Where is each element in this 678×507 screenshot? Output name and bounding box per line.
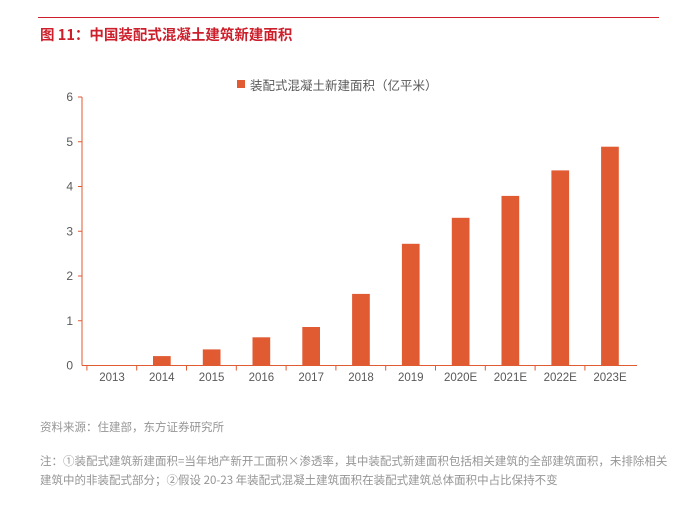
- svg-text:1: 1: [66, 314, 73, 328]
- svg-text:4: 4: [66, 180, 73, 194]
- svg-text:2020E: 2020E: [444, 372, 478, 384]
- svg-text:2023E: 2023E: [593, 372, 627, 384]
- svg-text:5: 5: [66, 135, 73, 149]
- svg-text:2017: 2017: [298, 372, 324, 384]
- svg-text:2018: 2018: [348, 372, 374, 384]
- svg-text:2: 2: [66, 269, 73, 283]
- svg-text:2016: 2016: [249, 372, 275, 384]
- svg-text:2022E: 2022E: [544, 372, 578, 384]
- svg-text:3: 3: [66, 224, 73, 238]
- svg-text:0: 0: [66, 359, 73, 373]
- svg-text:6: 6: [66, 90, 73, 104]
- svg-text:2014: 2014: [149, 372, 175, 384]
- svg-text:2019: 2019: [398, 372, 424, 384]
- svg-text:2021E: 2021E: [494, 372, 528, 384]
- svg-text:2015: 2015: [199, 372, 225, 384]
- svg-text:2013: 2013: [99, 372, 125, 384]
